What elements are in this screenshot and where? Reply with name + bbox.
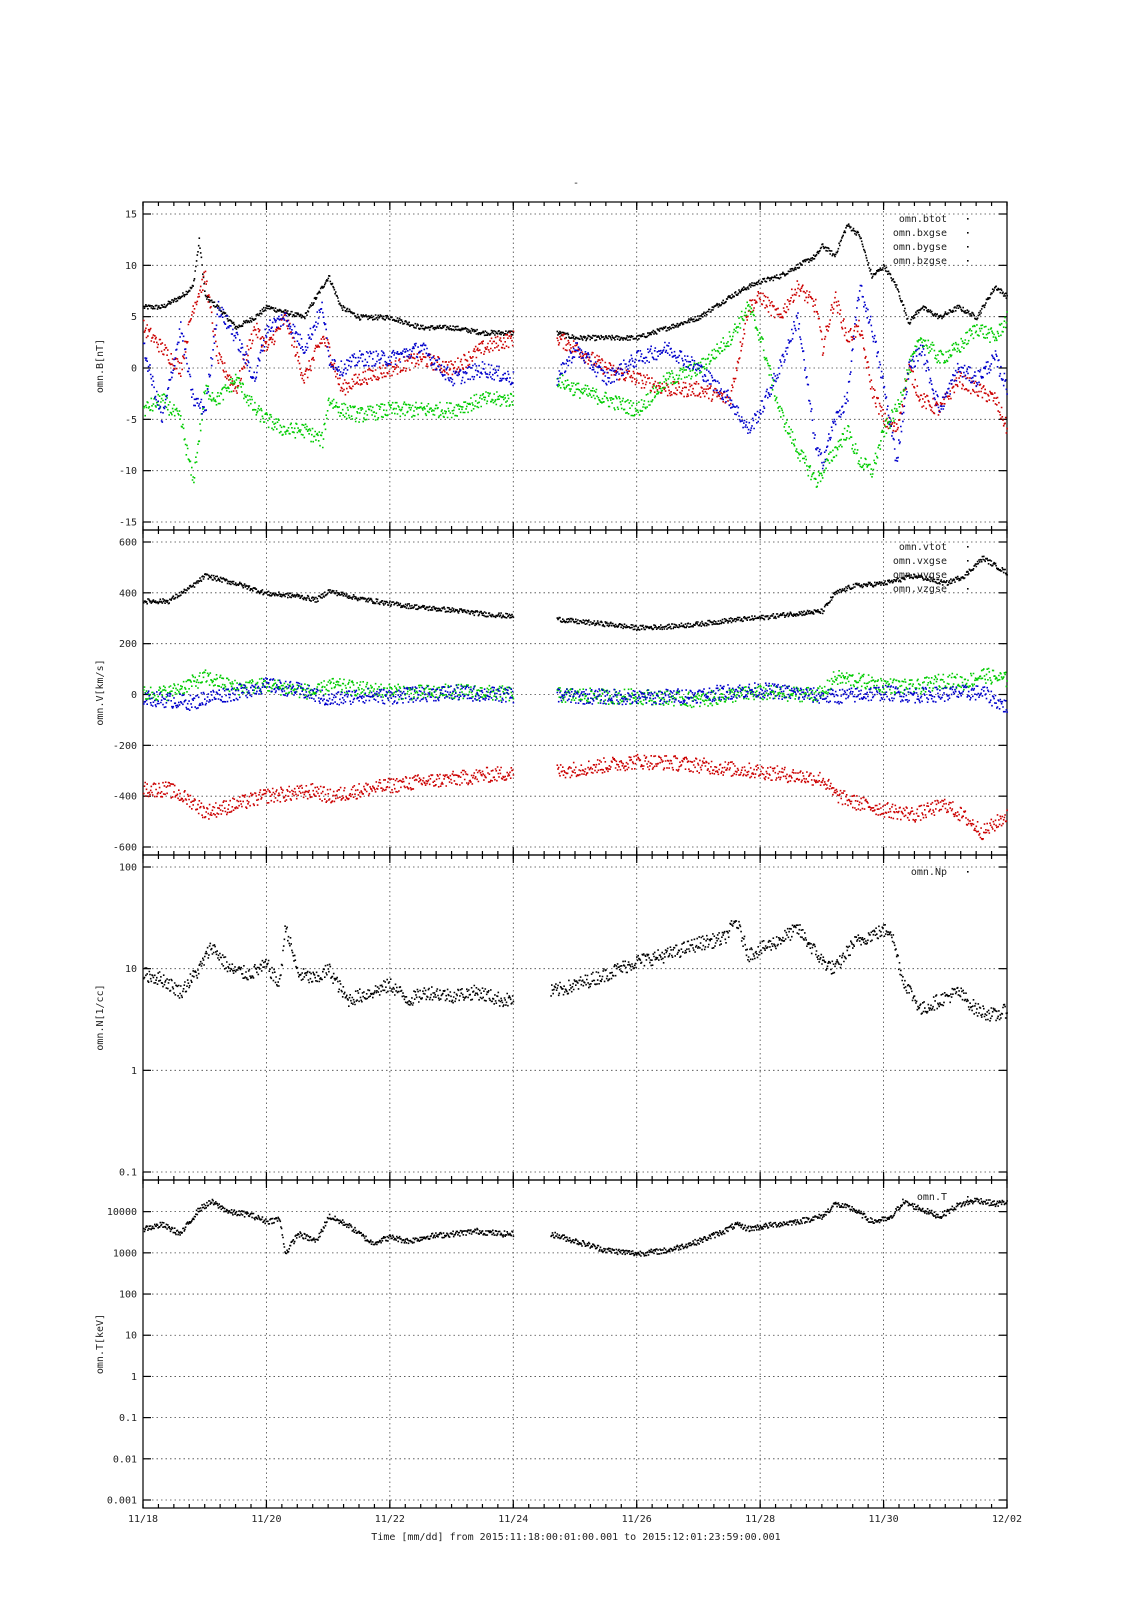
- legend-entry: omn.vzgse: [893, 584, 947, 595]
- y-tick-label: 0.001: [107, 1496, 137, 1507]
- panel-t: 0.001 0.01 0.1 1 10 100 1000 10000 omn.T[keV] omn…: [95, 1179, 1008, 1509]
- data-points: [143, 301, 1008, 488]
- legend-entry: omn.vxgse: [893, 556, 947, 567]
- data-points: [143, 284, 1008, 470]
- y-axis-label: omn.V[km/s]: [95, 659, 106, 725]
- plot-frame: [142, 201, 1008, 531]
- x-tick-label: 11/24: [498, 1514, 528, 1525]
- legend: omn.btot omn.bxgse omn.bygse omn.bzgse: [893, 214, 969, 267]
- legend: omn.T: [917, 1192, 969, 1203]
- series-group: [143, 223, 1008, 488]
- legend-entry: omn.bzgse: [893, 256, 947, 267]
- series-omn-bygse: [143, 270, 1008, 434]
- y-tick-label: -10: [119, 466, 137, 477]
- legend-marker: [967, 232, 969, 234]
- plot-frame: [142, 854, 1008, 1181]
- data-points: [143, 270, 1008, 434]
- time-footer: Time [mm/dd] from 2015:11:18:00:01:00.00…: [371, 1532, 780, 1543]
- legend-marker: [967, 260, 969, 262]
- y-tick-label: 15: [125, 210, 137, 221]
- y-tick-label: 1000: [113, 1248, 137, 1259]
- y-tick-label: 1: [131, 1066, 137, 1077]
- legend-entry: omn.T: [917, 1192, 947, 1203]
- y-tick-label: 5: [131, 312, 137, 323]
- legend: omn.vtot omn.vxgse omn.vygse omn.vzgse: [893, 542, 969, 595]
- y-tick-label: -200: [113, 741, 137, 752]
- panel-b: -15 -10 -5 0 5 10 15 omn.B[nT] omn.btot omn.bxgse…: [95, 201, 1008, 531]
- y-tick-label: -15: [119, 518, 137, 529]
- x-tick-label: 11/22: [375, 1514, 405, 1525]
- x-tick-label: 11/28: [745, 1514, 775, 1525]
- y-tick-label: -5: [125, 415, 137, 426]
- legend-entry: omn.vtot: [899, 542, 947, 553]
- y-tick-label: 10000: [107, 1207, 137, 1218]
- y-tick-label: 0.1: [119, 1413, 137, 1424]
- y-tick-label: 600: [119, 538, 137, 549]
- legend-entry: omn.Np: [911, 867, 947, 878]
- y-tick-label: 0.1: [119, 1168, 137, 1179]
- y-tick-label: 400: [119, 588, 137, 599]
- x-tick-label: 11/18: [128, 1514, 158, 1525]
- legend-marker: [967, 246, 969, 248]
- y-tick-label: 0.01: [113, 1454, 137, 1465]
- data-points: [143, 920, 1008, 1022]
- y-tick-label: 0: [131, 364, 137, 375]
- data-points: [143, 753, 1008, 841]
- y-axis-label: omn.N[1/cc]: [95, 984, 106, 1050]
- y-axis-label: omn.T[keV]: [95, 1314, 106, 1374]
- series-omn-btot: [143, 223, 1008, 342]
- legend-marker: [967, 560, 969, 562]
- x-tick-label: 12/02: [992, 1514, 1022, 1525]
- series-group: [143, 1197, 1008, 1257]
- legend-entry: omn.btot: [899, 214, 947, 225]
- series-omn-vzgse: [143, 677, 1008, 713]
- legend-marker: [967, 871, 969, 873]
- x-tick-label: 11/20: [251, 1514, 281, 1525]
- x-tick-label: 11/30: [869, 1514, 899, 1525]
- series-omn-np: [143, 920, 1008, 1022]
- y-tick-label: -400: [113, 792, 137, 803]
- x-tick-label: 11/26: [622, 1514, 652, 1525]
- x-axis-labels: 11/18 11/20 11/22 11/24 11/26 11/28 11/30 12/02: [128, 1514, 1022, 1525]
- legend-entry: omn.vygse: [893, 570, 947, 581]
- data-points: [143, 677, 1008, 713]
- legend-marker: [967, 1196, 969, 1198]
- page-title: -: [573, 178, 579, 189]
- legend-marker: [967, 546, 969, 548]
- legend-marker: [967, 574, 969, 576]
- legend: omn.Np: [911, 867, 969, 878]
- legend-marker: [967, 218, 969, 220]
- y-tick-label: 10: [125, 964, 137, 975]
- y-tick-label: 100: [119, 1290, 137, 1301]
- y-axis-label: omn.B[nT]: [95, 339, 106, 393]
- legend-marker: [967, 588, 969, 590]
- panel-v: -600 -400 -200 0 200 400 600 omn.V[km/s] omn.vto…: [95, 529, 1008, 856]
- series-group: [143, 920, 1008, 1022]
- y-tick-label: 100: [119, 863, 137, 874]
- y-tick-label: 200: [119, 639, 137, 650]
- legend-entry: omn.bygse: [893, 242, 947, 253]
- y-tick-label: 1: [131, 1372, 137, 1383]
- y-tick-label: -600: [113, 843, 137, 854]
- data-points: [143, 1197, 1008, 1257]
- series-omn-vxgse: [143, 753, 1008, 841]
- legend-entry: omn.bxgse: [893, 228, 947, 239]
- series-omn-bzgse: [143, 301, 1008, 488]
- series-group: [143, 555, 1008, 841]
- y-tick-label: 10: [125, 261, 137, 272]
- panels: -15-10-5051015omn.B[nT]omn.btotomn.bxgse…: [95, 201, 1008, 1509]
- series-omn-vtot: [143, 555, 1008, 632]
- y-tick-label: 0: [131, 690, 137, 701]
- y-tick-label: 10: [125, 1331, 137, 1342]
- panel-n: 0.1 1 10 100 omn.N[1/cc] omn.Np: [95, 854, 1008, 1181]
- series-omn-t: [143, 1197, 1008, 1257]
- data-points: [143, 555, 1008, 632]
- data-points: [143, 223, 1008, 342]
- series-omn-bygse-blue: [143, 284, 1008, 470]
